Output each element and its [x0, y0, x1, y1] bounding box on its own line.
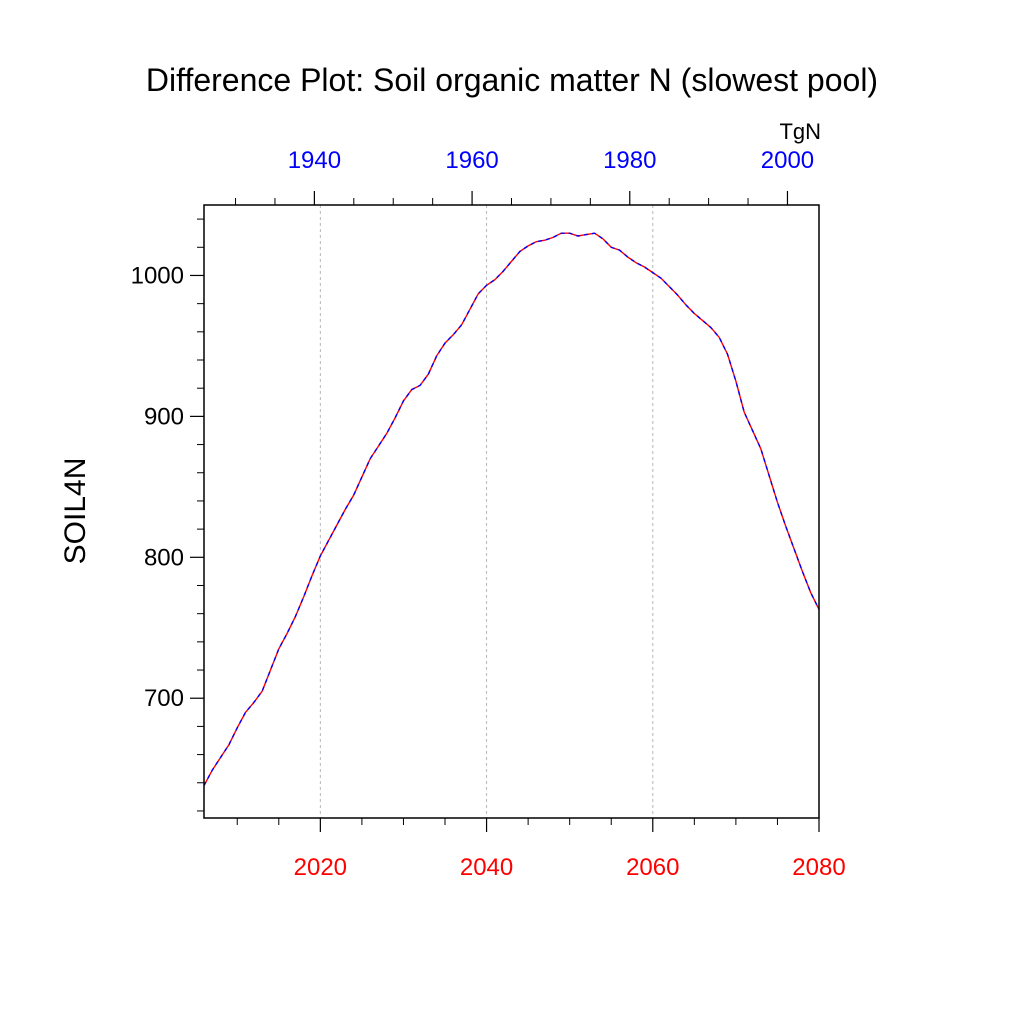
y-tick-label-800: 800 — [144, 544, 184, 571]
series-layer — [203, 232, 820, 786]
bottom-tick-label-2060: 2060 — [626, 854, 679, 881]
units-label: TgN — [779, 119, 821, 144]
axes: 2020 2040 2060 2080 1940 1960 1980 2000 700 800 90… — [131, 147, 846, 881]
grid-lines — [319, 205, 654, 818]
bottom-tick-label-2080: 2080 — [792, 854, 845, 881]
bottom-tick-label-2040: 2040 — [460, 854, 513, 881]
y-axis-label: SOIL4N — [59, 458, 92, 565]
top-tick-label-2000: 2000 — [761, 147, 814, 174]
series-line-difference-overlay — [203, 232, 820, 786]
chart-title: Difference Plot: Soil organic matter N (… — [146, 62, 878, 98]
y-tick-label-900: 900 — [144, 403, 184, 430]
y-tick-label-700: 700 — [144, 685, 184, 712]
bottom-tick-label-2020: 2020 — [294, 854, 347, 881]
y-tick-label-1000: 1000 — [131, 262, 184, 289]
top-tick-label-1940: 1940 — [288, 147, 341, 174]
plot-frame — [203, 204, 820, 819]
series-line-difference — [203, 232, 820, 786]
top-tick-label-1960: 1960 — [445, 147, 498, 174]
top-tick-label-1980: 1980 — [603, 147, 656, 174]
